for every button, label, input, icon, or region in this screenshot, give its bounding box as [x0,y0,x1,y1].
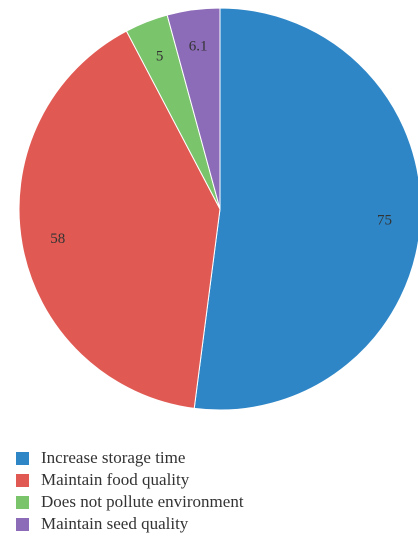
pie-slice-maintain-food-quality [18,30,221,409]
legend-label: Maintain seed quality [41,514,189,533]
legend-label: Increase storage time [41,448,186,467]
pie-data-labels: 75 58 5 6.1 [50,39,392,247]
data-label-does-not-pollute-environment: 5 [156,49,164,65]
legend-swatch [16,451,29,465]
data-label-maintain-seed-quality: 6.1 [189,39,208,55]
legend-swatch [16,517,29,531]
data-label-maintain-food-quality: 58 [50,231,65,247]
data-label-increase-storage-time: 75 [377,213,392,229]
pie-slice-maintain-seed-quality [166,7,221,210]
legend-swatch [16,473,29,487]
legend-item-maintain-seed-quality: Maintain seed quality [16,513,244,535]
legend-item-increase-storage-time: Increase storage time [16,447,244,469]
legend-label: Does not pollute environment [41,492,244,511]
legend: Increase storage time Maintain food quali… [16,447,244,535]
legend-item-does-not-pollute-environment: Does not pollute environment [16,491,244,513]
legend-swatch [16,495,29,509]
legend-item-maintain-food-quality: Maintain food quality [16,469,244,491]
pie-slices [18,7,418,411]
legend-label: Maintain food quality [41,470,190,489]
pie-slice-increase-storage-time [193,7,418,411]
